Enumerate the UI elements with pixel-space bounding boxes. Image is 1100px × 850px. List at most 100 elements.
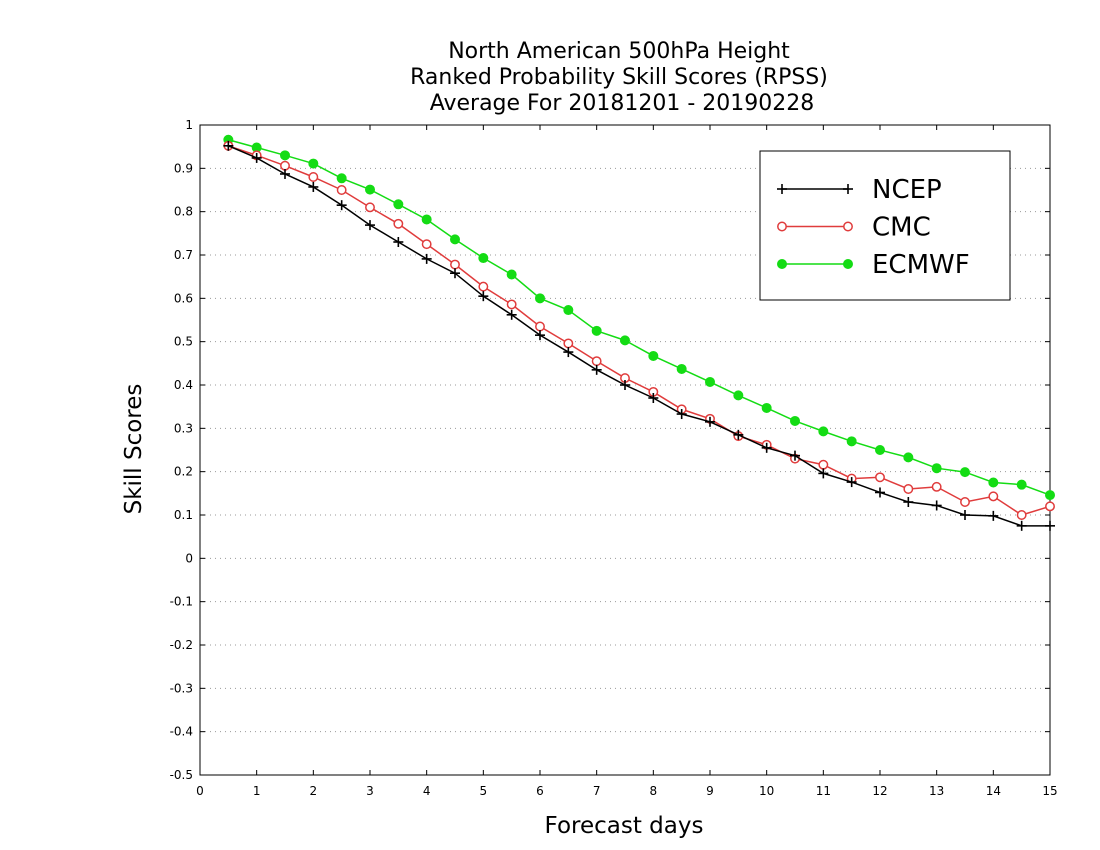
x-tick-label: 13 <box>929 784 944 798</box>
x-tick-label: 11 <box>816 784 831 798</box>
legend-label-ecmwf: ECMWF <box>872 250 970 280</box>
data-point-ncep <box>790 450 800 461</box>
data-point-cmc <box>988 491 999 502</box>
data-point-ncep <box>421 253 432 264</box>
data-point-ecmwf <box>506 269 517 280</box>
data-point-ecmwf <box>648 350 659 361</box>
data-point-ecmwf <box>1045 490 1055 501</box>
data-point-ncep <box>506 309 517 320</box>
data-point-ecmwf <box>620 335 630 346</box>
data-point-ncep <box>818 468 829 479</box>
x-tick-label: 15 <box>1042 784 1057 798</box>
legend-marker-ecmwf <box>777 259 787 269</box>
data-point-ecmwf <box>308 158 319 169</box>
data-point-cmc <box>308 172 319 182</box>
legend-marker-ncep <box>843 184 853 194</box>
data-point-ncep <box>393 237 404 247</box>
data-point-ncep <box>478 291 489 302</box>
y-tick-label: -0.5 <box>170 768 193 782</box>
axes: -0.5 -0.4 -0.3 -0.2 -0.1 0 0.1 0.2 0.3 0.4 0.5 0.6 0… <box>170 118 1058 798</box>
data-point-ncep <box>1045 520 1055 531</box>
y-tick-label: 0.9 <box>174 161 193 175</box>
title-line-2: Ranked Probability Skill Scores (RPSS) <box>410 65 828 90</box>
x-tick-label: 10 <box>759 784 774 798</box>
data-point-cmc <box>280 160 290 171</box>
data-point-ncep <box>960 510 970 520</box>
data-point-ecmwf <box>478 253 489 264</box>
x-tick-label: 3 <box>366 784 374 798</box>
data-point-ncep <box>676 409 687 420</box>
data-point-ncep <box>733 429 744 440</box>
y-tick-label: 0.8 <box>174 205 193 219</box>
data-point-ecmwf <box>393 199 404 210</box>
legend-box <box>759 150 1011 301</box>
data-point-cmc <box>506 299 517 310</box>
x-tick-label: 8 <box>650 784 658 798</box>
legend-item-cmc: CMC <box>777 213 931 243</box>
data-point-ncep <box>903 497 914 507</box>
data-point-ecmwf <box>535 293 545 304</box>
y-tick-label: 0.4 <box>174 378 193 392</box>
y-tick-label: -0.3 <box>170 681 193 695</box>
data-point-cmc <box>421 239 432 250</box>
data-point-ncep <box>875 487 885 498</box>
y-tick-label: -0.2 <box>170 638 193 652</box>
legend-label-ncep: NCEP <box>872 175 942 205</box>
y-tick-label: 0.3 <box>174 421 193 435</box>
data-point-ecmwf <box>931 463 942 474</box>
y-tick-label: 0.2 <box>174 465 193 479</box>
data-point-cmc <box>903 484 914 494</box>
data-point-cmc <box>336 185 347 195</box>
legend: NCEP CMC ECMWF <box>759 150 1011 301</box>
data-point-ncep <box>705 416 715 427</box>
data-point-ncep <box>648 393 659 403</box>
legend-marker-cmc <box>843 221 853 232</box>
data-point-ncep <box>280 168 290 179</box>
legend-label-cmc: CMC <box>872 213 931 243</box>
data-point-ncep <box>761 442 772 453</box>
data-point-cmc <box>1016 510 1027 520</box>
x-tick-label: 2 <box>310 784 318 798</box>
y-tick-label: 0.5 <box>174 335 193 349</box>
y-tick-label: 1 <box>185 118 193 132</box>
x-tick-label: 0 <box>196 784 204 798</box>
y-tick-label: 0.6 <box>174 291 193 305</box>
series-ecmwf <box>223 134 1055 501</box>
data-point-ncep <box>223 140 234 151</box>
series-line-ecmwf <box>228 139 1051 496</box>
x-tick-label: 12 <box>872 784 887 798</box>
data-point-ecmwf <box>705 376 715 387</box>
data-point-ecmwf <box>846 436 857 447</box>
data-point-ecmwf <box>988 477 999 488</box>
x-tick-label: 5 <box>480 784 488 798</box>
y-tick-label: -0.1 <box>170 595 193 609</box>
data-point-cmc <box>535 321 545 332</box>
x-tick-label: 9 <box>706 784 714 798</box>
data-point-ecmwf <box>761 402 772 413</box>
x-tick-label: 4 <box>423 784 431 798</box>
x-tick-label: 6 <box>536 784 544 798</box>
data-point-ecmwf <box>365 184 375 195</box>
data-point-ecmwf <box>336 173 347 184</box>
data-point-ecmwf <box>450 234 460 245</box>
data-point-ecmwf <box>790 415 800 426</box>
chart-title: North American 500hPa Height Ranked Prob… <box>410 39 828 116</box>
data-point-cmc <box>365 202 375 213</box>
data-point-ecmwf <box>960 467 970 478</box>
data-point-ecmwf <box>1016 479 1027 490</box>
data-point-ncep <box>308 181 319 192</box>
x-tick-label: 14 <box>986 784 1001 798</box>
legend-marker-ncep <box>777 184 787 194</box>
y-tick-label: 0 <box>185 551 193 565</box>
data-point-ncep <box>336 200 347 211</box>
data-point-cmc <box>960 497 970 507</box>
data-point-cmc <box>478 281 489 292</box>
data-point-ecmwf <box>875 445 885 455</box>
legend-marker-cmc <box>777 221 787 232</box>
legend-marker-ecmwf <box>843 259 853 269</box>
data-point-ncep <box>365 220 375 231</box>
data-point-ncep <box>251 152 262 163</box>
series-lines <box>223 134 1055 531</box>
data-point-ncep <box>563 347 574 358</box>
